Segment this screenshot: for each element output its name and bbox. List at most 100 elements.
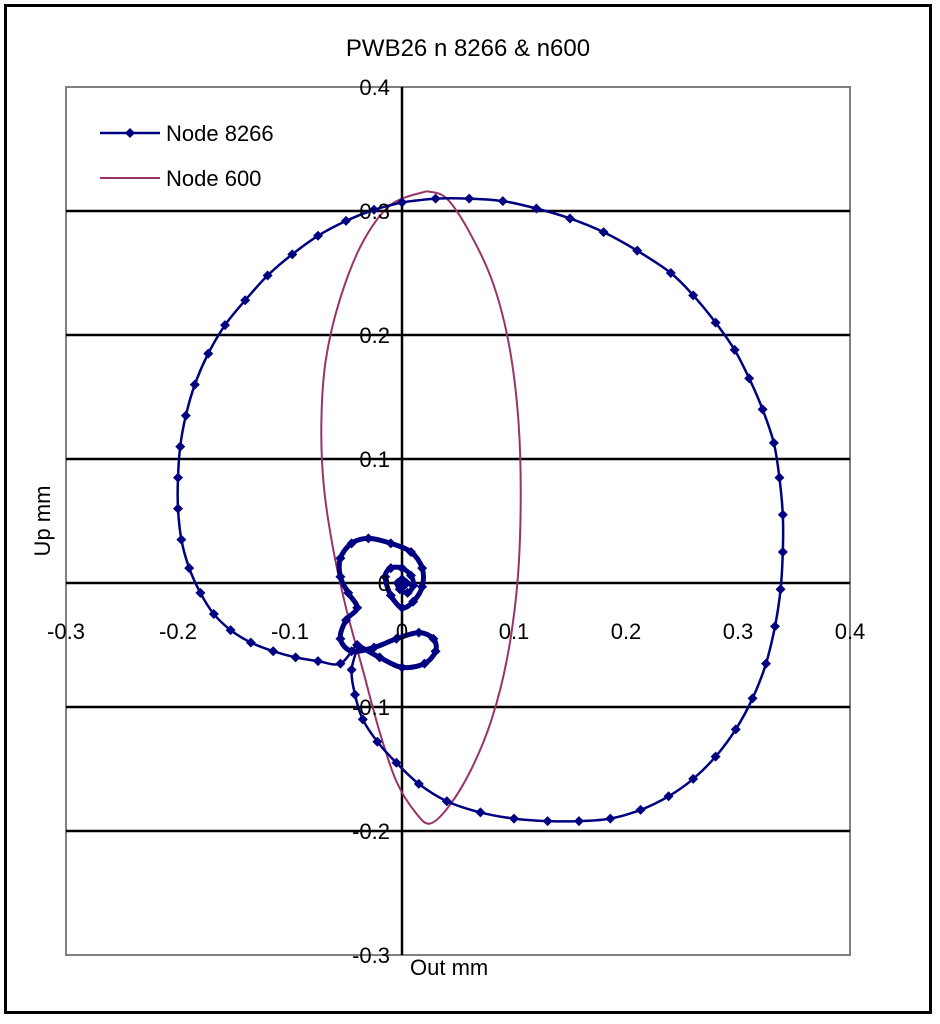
series-node-8266-point [688,773,699,784]
series-node-8266-point [220,320,231,331]
series-node-8266-point [531,203,542,214]
series-node-8266-point [369,642,379,653]
y-tick-label: 0 [378,571,390,596]
y-axis-label: Up mm [30,486,55,557]
series-node-8266-point [632,245,643,256]
series-node-8266-point [405,570,416,581]
series-node-8266-point [268,646,279,657]
series-node-8266-point [757,404,768,415]
y-tick-label: -0.2 [352,819,390,844]
series-node-8266-point [313,230,323,241]
series-node-8266-point [173,503,183,514]
series-node-8266-point [176,534,187,545]
tick-labels: -0.3 -0.2 -0.1 0 0.1 0.2 0.3 0.4 -0.3 -0.2 -0.1 0 0.… [47,75,865,968]
series-node-8266-point [397,662,407,673]
series-node-8266-point [262,270,273,281]
legend: Node 8266 Node 600 [100,121,274,191]
series-node-8266-point [208,609,219,619]
series-node-8266-point [380,571,391,582]
series-node-8266-point [357,714,368,725]
x-tick-label: 0 [396,619,408,644]
series-node-8266-point [391,633,402,644]
series-node-8266-point [747,693,758,704]
series-node-8266-point [509,813,519,824]
legend-node-8266-label: Node 8266 [166,121,274,146]
legend-node-8266-marker [125,128,135,138]
series-node-8266-point [710,751,721,762]
series-node-8266-point [744,373,755,384]
series-node-8266-point [475,807,486,818]
series-node-8266-point [225,625,236,636]
series-node-8266-point [777,547,788,557]
series-node-8266-point [573,816,584,827]
series-node-8266-point [688,290,699,301]
plot-area [65,86,851,956]
series-node-8266-point [335,553,346,564]
series-node-8266-point [428,633,439,644]
series-node-8266-point [665,268,676,278]
series-node-8266-point [729,344,740,355]
x-tick-label: -0.1 [271,619,309,644]
series-layer [173,190,788,827]
x-axis-label: Out mm [410,955,488,980]
series-node-8266-point [352,640,363,650]
series-node-8266-point [385,538,396,549]
series-node-8266-point [184,563,195,574]
series-node-8266-point [430,193,441,204]
series-node-8266-point [768,437,779,448]
legend-node-600-label: Node 600 [166,166,261,191]
series-node-8266-point [663,791,674,802]
series-node-8266-point [402,587,413,598]
series-node-8266-point [464,193,475,204]
series-node-8266-point [290,652,301,663]
series-node-8266-point [195,587,206,598]
series-node-8266-point [189,379,200,390]
series-node-8266-point [710,317,721,328]
series-node-8266-point [417,581,428,592]
series-node-8266-point [397,563,407,574]
series-node-8266-point [397,602,407,613]
series-node-8266-point [313,656,323,667]
series-node-8266-point [385,563,396,574]
series-node-8266-point [363,533,374,544]
series-node-8266-point [497,196,508,207]
series-node-8266-point [245,637,256,648]
series-node-8266-point [369,204,379,215]
chart-title: PWB26 n 8266 & n600 [346,35,590,62]
series-node-8266-point [417,563,428,574]
y-tick-label: 0.3 [359,199,390,224]
series-node-8266-point [399,580,410,591]
series-node-600-line [320,190,522,825]
series-node-8266-point [240,295,251,306]
y-tick-label: -0.1 [352,695,390,720]
series-node-8266-point [341,615,351,626]
series-node-8266-point [335,658,346,669]
series-node-8266-point [598,227,609,238]
series-node-8266-point [605,813,616,824]
series-node-8266-point [349,689,360,700]
series-node-8266-point [413,627,424,638]
series-node-8266-point [441,796,452,807]
series-node-8266-point [419,658,430,669]
series-node-8266-point [430,646,441,657]
series-node-8266-point [385,590,396,601]
series-node-8266-line [176,196,785,823]
series-node-8266-point [343,587,354,598]
x-tick-label: -0.3 [47,619,85,644]
series-node-8266-point [397,197,407,208]
y-tick-label: -0.3 [352,943,390,968]
series-node-8266-point [372,736,383,747]
series-node-8266-point [775,584,786,595]
series-node-8266-point [542,816,553,827]
series-node-8266-point [774,472,785,483]
series-node-8266-point [341,215,351,226]
y-tick-label: 0.1 [359,447,390,472]
series-node-8266-point [413,778,424,789]
series-node-8266-point [346,646,357,657]
series-node-8266-point [777,509,788,520]
series-node-8266-point [635,804,646,815]
x-tick-label: 0.2 [611,619,642,644]
series-node-8266-point [335,571,346,582]
series-node-8266-point [175,441,186,452]
